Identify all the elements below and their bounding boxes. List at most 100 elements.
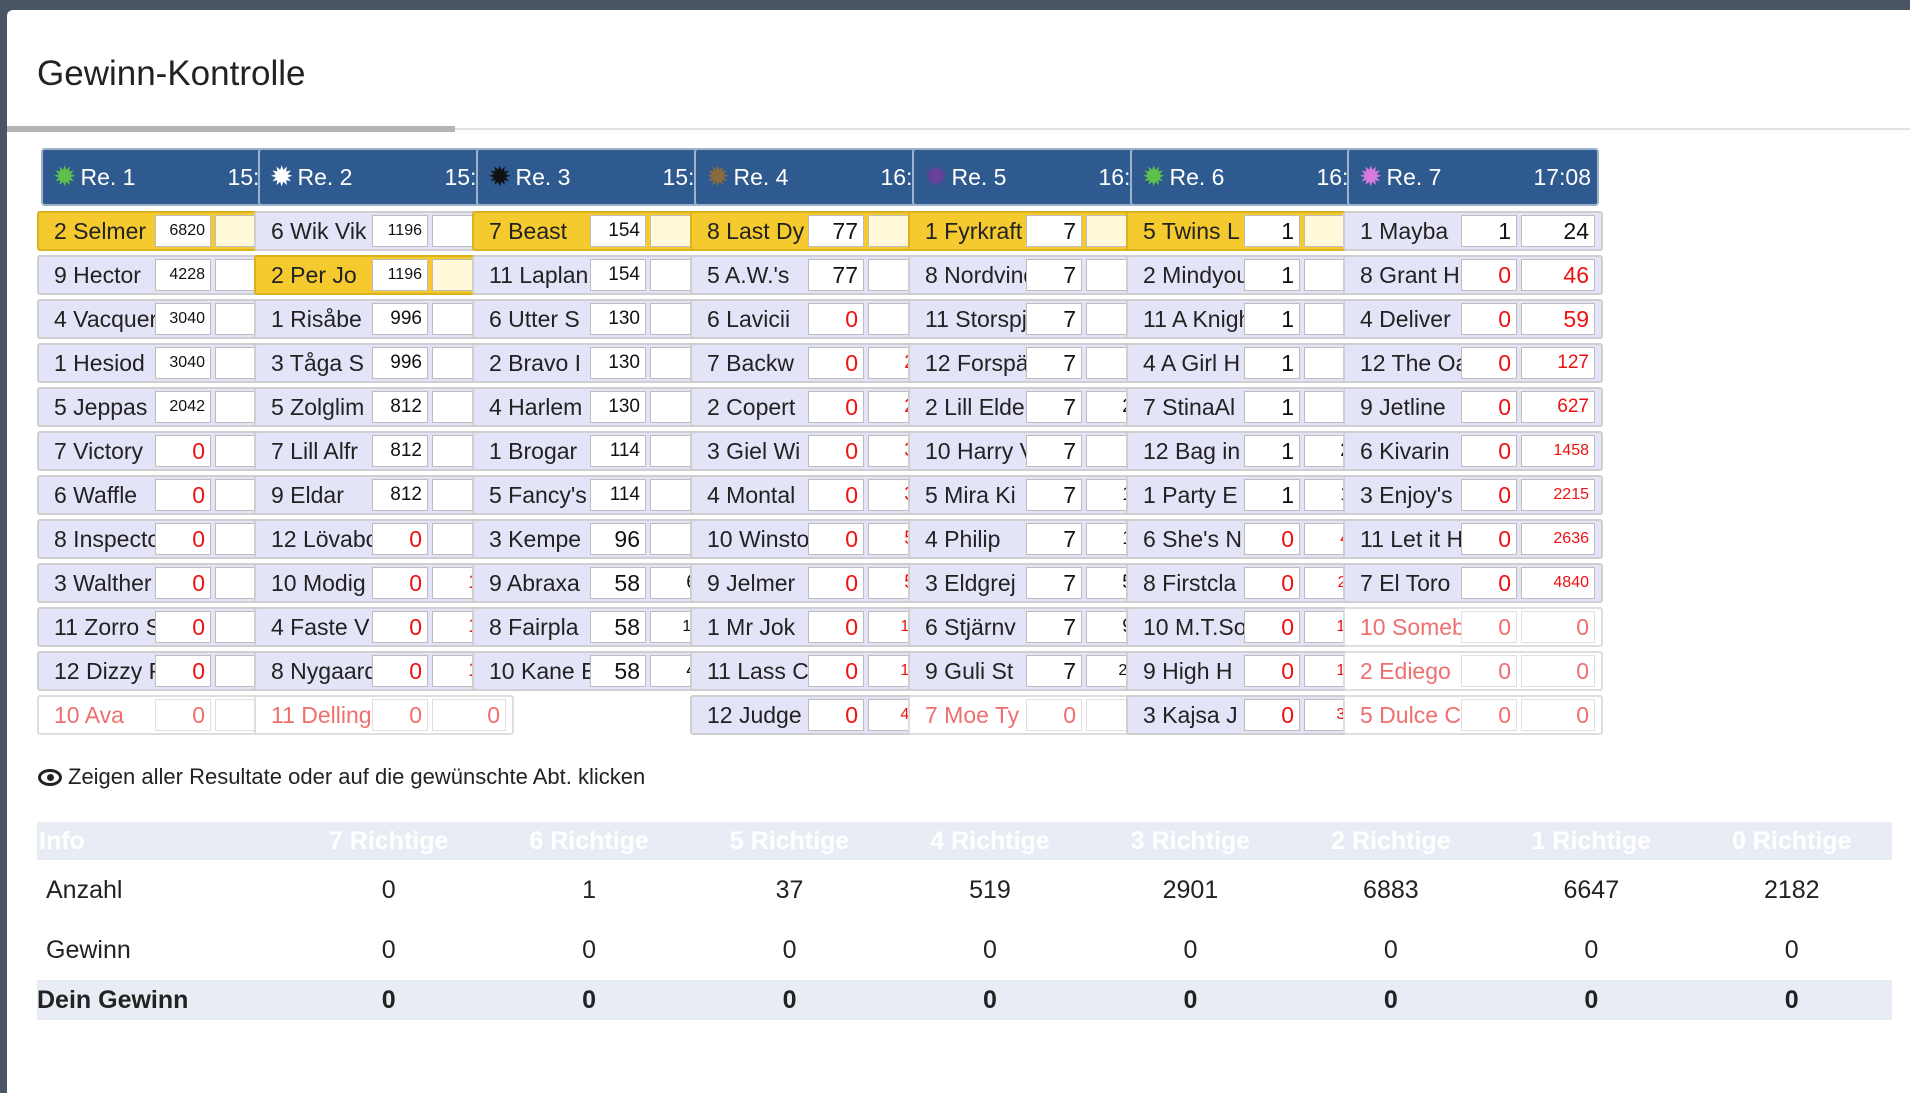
- horse-points: 7: [1026, 215, 1082, 247]
- horse-row[interactable]: 6 Utter S13044: [472, 299, 732, 339]
- horse-row[interactable]: 11 Let it H 0 2636: [1343, 519, 1603, 559]
- horse-row[interactable]: 2 Lill Elde7229: [908, 387, 1168, 427]
- horse-name: 12 Bag in: [1143, 438, 1241, 464]
- horse-row[interactable]: 2 Per Jo11966: [254, 255, 514, 295]
- richtige-header: 1 Richtige: [1491, 822, 1692, 860]
- horse-row[interactable]: 12 Bag in1207: [1126, 431, 1386, 471]
- results-cell: 0: [1584, 935, 1599, 964]
- results-cell: 37: [775, 875, 804, 904]
- horse-points: 130: [590, 303, 646, 335]
- horse-name: 12 Dizzy F: [54, 658, 155, 684]
- race-column-7: ✹ Re. 7 17:08 1 Mayba 1 24 8 Grant H 0 46 4 Deliv…: [1343, 148, 1603, 739]
- horse-row[interactable]: 3 Enjoy's 0 2215: [1343, 475, 1603, 515]
- horse-row[interactable]: 3 Kempe9698: [472, 519, 732, 559]
- horse-percent: 2636: [1521, 523, 1595, 555]
- horse-row[interactable]: 11 Delling 0 0: [254, 695, 514, 735]
- horse-row[interactable]: 10 M.T.So01759: [1126, 607, 1386, 647]
- horse-row[interactable]: 4 Montal0327: [690, 475, 950, 515]
- horse-name: 4 Montal: [707, 482, 796, 508]
- sun-icon: ✹: [488, 161, 512, 192]
- horse-name: 7 Beast: [489, 218, 567, 244]
- horse-points: 4228: [155, 259, 211, 291]
- horse-row[interactable]: 10 Winsto0548: [690, 519, 950, 559]
- horse-points: 0: [808, 655, 864, 687]
- race-label: Re. 2: [297, 163, 353, 190]
- horse-row[interactable]: 9 Eldar81220: [254, 475, 514, 515]
- horse-points: 7: [1026, 303, 1082, 335]
- race-header-7[interactable]: ✹ Re. 7 17:08: [1347, 148, 1599, 206]
- horse-row[interactable]: 12 Lövabo044: [254, 519, 514, 559]
- horse-row[interactable]: 5 Mira Ki7139: [908, 475, 1168, 515]
- eye-icon[interactable]: [38, 768, 62, 786]
- horse-row[interactable]: 7 Lill Alfr81215: [254, 431, 514, 471]
- horse-row[interactable]: 4 Deliver 0 59: [1343, 299, 1603, 339]
- race-header-2[interactable]: ✹ Re. 2 15:22: [258, 148, 510, 206]
- horse-name: 8 Inspector: [54, 526, 155, 552]
- show-all-hint[interactable]: Zeigen aller Resultate oder auf die gewü…: [38, 764, 645, 790]
- horse-row[interactable]: 11 Lass C01831: [690, 651, 950, 691]
- race-header-3[interactable]: ✹ Re. 3 15:44: [476, 148, 728, 206]
- horse-row[interactable]: 6 Kivarin 0 1458: [1343, 431, 1603, 471]
- horse-points: 7: [1026, 655, 1082, 687]
- results-table: Info 7 Richtige 6 Richtige 5 Richtige 4 Rich…: [37, 822, 1892, 1020]
- horse-row[interactable]: 12 Dizzy F00: [37, 651, 297, 691]
- richtige-header: 2 Richtige: [1290, 822, 1492, 860]
- horse-row[interactable]: 10 Somebody00: [1343, 607, 1603, 647]
- horse-row[interactable]: 4 Faste V0127: [254, 607, 514, 647]
- results-row-label: Gewinn: [46, 935, 131, 964]
- horse-row[interactable]: 3 Walther00: [37, 563, 297, 603]
- race-label: Re. 7: [1386, 163, 1442, 190]
- richtige-header: 6 Richtige: [488, 822, 690, 860]
- horse-row[interactable]: 10 Modig0129: [254, 563, 514, 603]
- horse-points: 1196: [372, 215, 428, 247]
- race-header-1[interactable]: ✹ Re. 1 15:00: [41, 148, 293, 206]
- results-cell: 6883: [1363, 875, 1419, 904]
- results-cell: 0: [582, 935, 597, 964]
- horse-row[interactable]: 4 Philip7145: [908, 519, 1168, 559]
- results-header-row: Info 7 Richtige 6 Richtige 5 Richtige 4 Rich…: [37, 822, 1892, 860]
- horse-row[interactable]: 9 High H01253: [1126, 651, 1386, 691]
- horse-name: 12 Judge: [707, 702, 802, 728]
- horse-row[interactable]: 9 Jetline 0 627: [1343, 387, 1603, 427]
- horse-row[interactable]: 11 Zorro S00: [37, 607, 297, 647]
- horse-name: 11 Zorro S: [54, 614, 155, 640]
- horse-row[interactable]: 6 Waffle00: [37, 475, 297, 515]
- horse-row[interactable]: 5 Twins L122: [1126, 211, 1386, 251]
- horse-points: 0: [372, 523, 428, 555]
- horse-row[interactable]: 9 Hector42280: [37, 255, 297, 295]
- results-cell: 0: [1183, 935, 1198, 964]
- horse-name: 11 Storspj: [925, 306, 1026, 332]
- horse-name: 4 Deliver: [1360, 306, 1451, 332]
- horse-row[interactable]: 12 Forspä765: [908, 343, 1168, 383]
- horse-row[interactable]: 12 The Oa 0 127: [1343, 343, 1603, 383]
- results-row-label: Dein Gewinn: [37, 980, 289, 1020]
- horse-row[interactable]: 11 Storspj735: [908, 299, 1168, 339]
- horse-row[interactable]: 3 Eldgrej7566: [908, 563, 1168, 603]
- horse-name: 1 Mayba: [1360, 218, 1449, 244]
- horse-points: 6820: [155, 215, 211, 247]
- race-header-4[interactable]: ✹ Re. 4 16:06: [694, 148, 946, 206]
- horse-points: 0: [808, 347, 864, 379]
- horse-row[interactable]: 1 Mayba 1 24: [1343, 211, 1603, 251]
- horse-row[interactable]: 2 Ediego 0 0: [1343, 651, 1603, 691]
- horse-row[interactable]: 5 A.W.'s7749: [690, 255, 950, 295]
- horse-name: 10 Modig: [271, 570, 366, 596]
- horse-row[interactable]: 5 Jeppas20420: [37, 387, 297, 427]
- results-cell: 0: [983, 935, 997, 964]
- results-cell: 0: [1691, 980, 1892, 1020]
- horse-name: 4 Harlem: [489, 394, 583, 420]
- horse-row[interactable]: 1 Fyrkraft718: [908, 211, 1168, 251]
- horse-row[interactable]: 7 El Toro 0 4840: [1343, 563, 1603, 603]
- horse-name: 4 Faste V: [271, 614, 370, 640]
- horse-name: 1 Risåbe: [271, 306, 362, 332]
- horse-row[interactable]: 5 Fancy's11462: [472, 475, 732, 515]
- horse-row[interactable]: 4 Vacquero30400: [37, 299, 297, 339]
- horse-row[interactable]: 2 Mindyou172: [1126, 255, 1386, 295]
- horse-row[interactable]: 8 Inspector00: [37, 519, 297, 559]
- horse-name: 7 Backw: [707, 350, 794, 376]
- horse-name: 1 Mr Jok: [707, 614, 796, 640]
- horse-row[interactable]: 8 Grant H 0 46: [1343, 255, 1603, 295]
- horse-row[interactable]: 9 Abraxa58623: [472, 563, 732, 603]
